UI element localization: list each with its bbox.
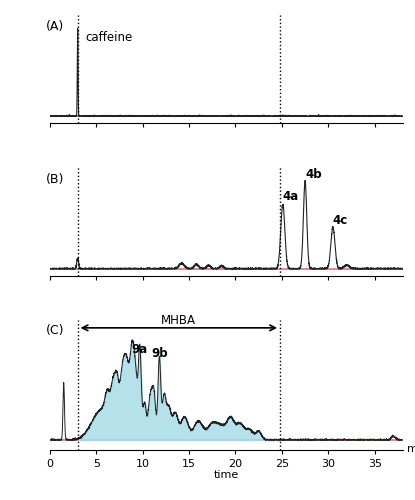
Text: 9a: 9a [132, 343, 148, 356]
Text: (C): (C) [46, 324, 65, 337]
Text: (B): (B) [46, 173, 65, 186]
Text: caffeine: caffeine [85, 31, 132, 44]
Text: MHBA: MHBA [161, 314, 196, 327]
Text: min: min [407, 444, 415, 454]
Text: 4c: 4c [333, 214, 348, 226]
X-axis label: time: time [214, 470, 239, 480]
Text: 9b: 9b [151, 347, 168, 360]
Text: (A): (A) [46, 20, 64, 34]
Text: 4a: 4a [283, 190, 299, 202]
Text: 4b: 4b [305, 168, 322, 180]
